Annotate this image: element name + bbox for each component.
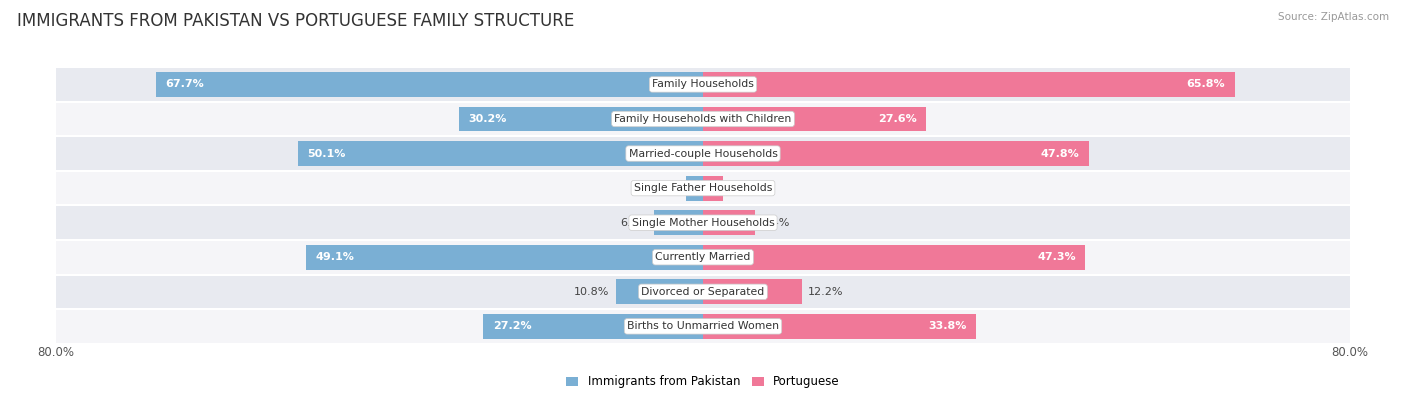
Text: 33.8%: 33.8% bbox=[928, 322, 966, 331]
Text: 30.2%: 30.2% bbox=[468, 114, 508, 124]
Bar bbox=[703, 314, 976, 339]
Text: 50.1%: 50.1% bbox=[308, 149, 346, 158]
Text: Currently Married: Currently Married bbox=[655, 252, 751, 262]
Bar bbox=[156, 72, 703, 97]
Text: 27.6%: 27.6% bbox=[877, 114, 917, 124]
Bar bbox=[703, 210, 755, 235]
Text: 47.3%: 47.3% bbox=[1038, 252, 1076, 262]
Bar bbox=[703, 245, 1085, 270]
Bar bbox=[56, 67, 1350, 102]
Bar bbox=[703, 141, 1090, 166]
Text: 27.2%: 27.2% bbox=[494, 322, 531, 331]
Bar bbox=[56, 309, 1350, 344]
Bar bbox=[56, 205, 1350, 240]
Bar bbox=[703, 107, 927, 132]
Bar bbox=[56, 240, 1350, 275]
Text: 67.7%: 67.7% bbox=[166, 79, 204, 89]
Text: Single Father Households: Single Father Households bbox=[634, 183, 772, 193]
Bar bbox=[484, 314, 703, 339]
Bar bbox=[686, 176, 703, 201]
Bar bbox=[703, 279, 801, 304]
Text: 49.1%: 49.1% bbox=[316, 252, 354, 262]
Text: Family Households with Children: Family Households with Children bbox=[614, 114, 792, 124]
Bar bbox=[654, 210, 703, 235]
Bar bbox=[307, 245, 703, 270]
Text: 12.2%: 12.2% bbox=[808, 287, 844, 297]
Text: Divorced or Separated: Divorced or Separated bbox=[641, 287, 765, 297]
Text: 2.5%: 2.5% bbox=[730, 183, 758, 193]
Text: Family Households: Family Households bbox=[652, 79, 754, 89]
Text: 65.8%: 65.8% bbox=[1187, 79, 1225, 89]
Text: Births to Unmarried Women: Births to Unmarried Women bbox=[627, 322, 779, 331]
Legend: Immigrants from Pakistan, Portuguese: Immigrants from Pakistan, Portuguese bbox=[561, 371, 845, 393]
Text: Married-couple Households: Married-couple Households bbox=[628, 149, 778, 158]
Bar bbox=[298, 141, 703, 166]
Text: IMMIGRANTS FROM PAKISTAN VS PORTUGUESE FAMILY STRUCTURE: IMMIGRANTS FROM PAKISTAN VS PORTUGUESE F… bbox=[17, 12, 574, 30]
Bar bbox=[56, 136, 1350, 171]
Text: 6.0%: 6.0% bbox=[620, 218, 648, 228]
Bar bbox=[703, 72, 1234, 97]
Bar bbox=[56, 102, 1350, 136]
Text: 6.4%: 6.4% bbox=[761, 218, 790, 228]
Bar bbox=[616, 279, 703, 304]
Bar bbox=[56, 275, 1350, 309]
Text: 2.1%: 2.1% bbox=[651, 183, 679, 193]
Bar bbox=[458, 107, 703, 132]
Text: 10.8%: 10.8% bbox=[574, 287, 609, 297]
Bar bbox=[56, 171, 1350, 205]
Text: Source: ZipAtlas.com: Source: ZipAtlas.com bbox=[1278, 12, 1389, 22]
Text: 47.8%: 47.8% bbox=[1040, 149, 1080, 158]
Bar bbox=[703, 176, 723, 201]
Text: Single Mother Households: Single Mother Households bbox=[631, 218, 775, 228]
